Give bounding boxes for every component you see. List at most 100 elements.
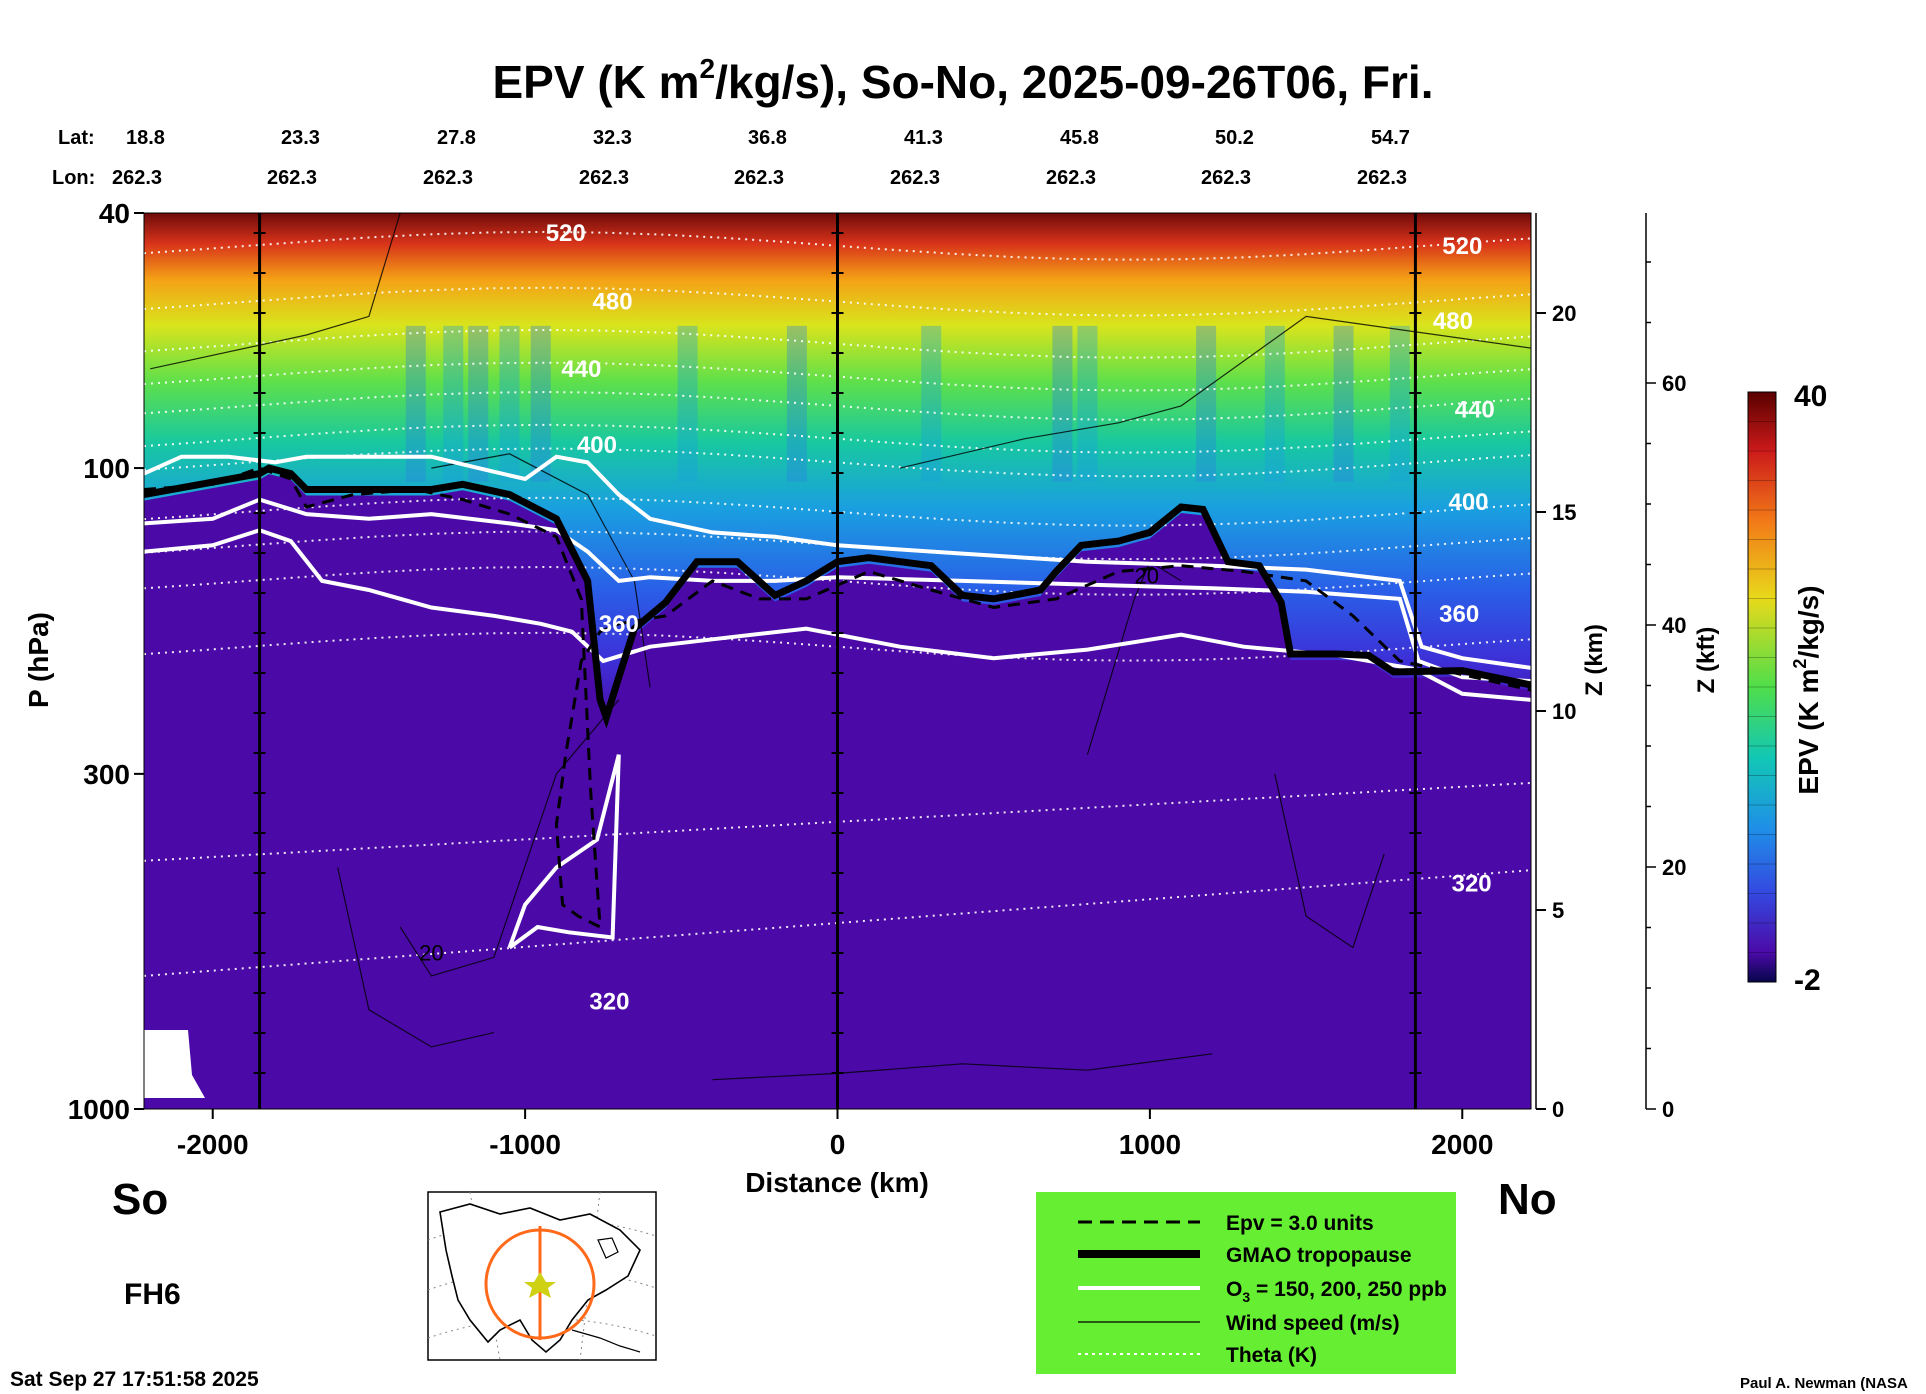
x-tick-label: 1000: [1119, 1129, 1181, 1160]
wind-speed-contour: [712, 1053, 1213, 1081]
location-inset-map: [427, 1191, 657, 1361]
colorbar-label: EPV (K m2/kg/s): [1790, 585, 1824, 794]
z-kft-tick-label: 0: [1662, 1097, 1674, 1122]
theta-label: 480: [593, 289, 633, 316]
lon-label: Lon:: [52, 167, 95, 189]
legend-tropopause-label: GMAO tropopause: [1226, 1244, 1412, 1267]
z-kft-tick-label: 60: [1662, 371, 1686, 396]
lat-value: 54.7: [1371, 127, 1410, 149]
z-km-tick-label: 0: [1552, 1097, 1564, 1122]
wind-speed-contour: [337, 867, 495, 1048]
theta-label: 360: [599, 611, 639, 638]
y-tick-label: 300: [83, 759, 130, 790]
credit-text: Paul A. Newman (NASA: [1740, 1375, 1908, 1392]
chart-title: EPV (K m2/kg/s), So-No, 2025-09-26T06, F…: [493, 53, 1434, 108]
theta-label: 440: [561, 356, 601, 383]
wind-speed-label: 20: [419, 941, 443, 966]
x-axis: -2000 -1000 0 1000 2000: [177, 1109, 1493, 1160]
wind-speed-contour: [1086, 560, 1182, 755]
z-kft-label: Z (kft): [1693, 627, 1720, 694]
ozone-contour: [507, 754, 621, 950]
lon-value: 262.3: [579, 167, 629, 189]
lat-lon-row: 18.8 262.3 23.3 262.3 27.8 262.3 32.3 262.3 36.8…: [112, 127, 1410, 189]
y-axis: 40 100 300 1000: [68, 198, 144, 1125]
lon-value: 262.3: [112, 167, 162, 189]
theta-label: 400: [577, 432, 617, 459]
colorbar-max-label: 40: [1794, 380, 1827, 413]
wind-speed-contour: [150, 213, 401, 370]
x-axis-label: Distance (km): [745, 1167, 929, 1198]
theta-label: 480: [1433, 308, 1473, 335]
legend-wind-label: Wind speed (m/s): [1226, 1312, 1400, 1335]
epv-streak: [1389, 325, 1410, 482]
lon-value: 262.3: [1046, 167, 1096, 189]
colorbar-min-label: -2: [1794, 964, 1821, 997]
y-tick-label: 100: [83, 453, 130, 484]
epv-streak: [530, 325, 551, 482]
wind-speed-contour: [399, 699, 620, 977]
theta-label: 520: [546, 220, 586, 247]
z-km-axis: 0 5 10 15 20: [1535, 213, 1576, 1122]
wind-speed-contour: [899, 315, 1531, 469]
south-end-label: So: [112, 1175, 168, 1224]
theta-label: 520: [1442, 233, 1482, 260]
lat-value: 23.3: [281, 127, 320, 149]
theta-label: 320: [589, 989, 629, 1016]
epv-streak: [443, 325, 464, 482]
lat-value: 27.8: [437, 127, 476, 149]
lon-value: 262.3: [734, 167, 784, 189]
ozone-contour: [144, 528, 1531, 702]
epv-streak: [468, 325, 489, 482]
lat-label: Lat:: [58, 127, 95, 149]
wind-speed-label: 20: [1135, 563, 1159, 588]
north-end-label: No: [1498, 1175, 1557, 1224]
timestamp: Sat Sep 27 17:51:58 2025: [10, 1368, 259, 1391]
lon-value: 262.3: [890, 167, 940, 189]
lon-value: 262.3: [267, 167, 317, 189]
wind-speed-contour: [1274, 773, 1385, 949]
wind-speed-contour: [431, 453, 651, 688]
legend: Epv = 3.0 units GMAO tropopause O3 = 150…: [1036, 1192, 1456, 1374]
z-kft-axis: 0 20 40 60: [1645, 213, 1686, 1122]
lat-value: 18.8: [126, 127, 165, 149]
theta-label: 320: [1452, 871, 1492, 898]
epv-streak: [1264, 325, 1285, 482]
lon-value: 262.3: [1201, 167, 1251, 189]
z-km-tick-label: 10: [1552, 699, 1576, 724]
lon-value: 262.3: [1357, 167, 1407, 189]
legend-epv-label: Epv = 3.0 units: [1226, 1212, 1374, 1235]
epv-field: [144, 213, 1531, 1109]
legend-ozone-label: O3 = 150, 200, 250 ppb: [1226, 1278, 1447, 1305]
y-axis-label: P (hPa): [23, 612, 54, 708]
legend-theta-label: Theta (K): [1226, 1344, 1317, 1367]
epv-streak: [1077, 325, 1098, 482]
epv-streak: [786, 325, 807, 482]
lat-value: 50.2: [1215, 127, 1254, 149]
x-tick-label: 0: [830, 1129, 846, 1160]
theta-label: 360: [1439, 601, 1479, 628]
epv-streak: [405, 325, 426, 482]
epv-streak: [499, 325, 520, 482]
epv-streak: [1333, 325, 1354, 482]
forecast-hour-label: FH6: [124, 1278, 181, 1311]
z-kft-tick-label: 20: [1662, 855, 1686, 880]
lon-value: 262.3: [423, 167, 473, 189]
z-km-label: Z (km): [1581, 624, 1608, 696]
epv-streak: [677, 325, 698, 482]
theta-label: 440: [1455, 396, 1495, 423]
epv-streak: [921, 325, 942, 482]
z-kft-tick-label: 40: [1662, 613, 1686, 638]
lat-value: 45.8: [1060, 127, 1099, 149]
z-km-tick-label: 15: [1552, 500, 1576, 525]
epv-streak: [1196, 325, 1217, 482]
ozone-contour: [144, 454, 1531, 670]
x-tick-label: -1000: [489, 1129, 561, 1160]
x-tick-label: 2000: [1431, 1129, 1493, 1160]
lat-value: 32.3: [593, 127, 632, 149]
theta-label: 400: [1448, 489, 1488, 516]
y-tick-label: 40: [99, 198, 130, 229]
theta-line: [144, 869, 1531, 977]
epv-streak: [1052, 325, 1073, 482]
lat-value: 41.3: [904, 127, 943, 149]
